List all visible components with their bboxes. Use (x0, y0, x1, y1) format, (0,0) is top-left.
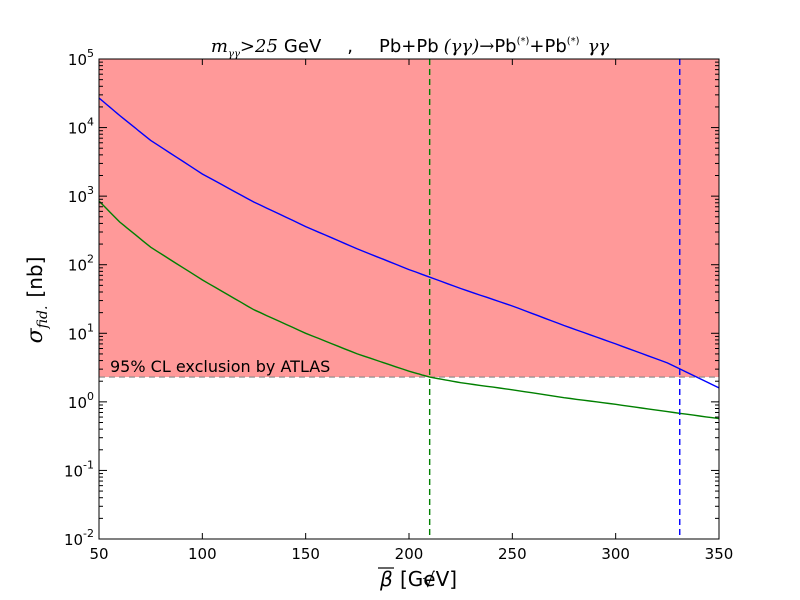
title-cut-sub: γγ (228, 49, 240, 60)
chart-title: mγγ>25 GeV, Pb+Pb (γγ)→Pb(*)+Pb(*) γγ (211, 36, 609, 60)
y-tick-label-base: 10 (68, 257, 87, 275)
title-cut-unit: GeV (284, 36, 322, 57)
y-tick-label-exp: 2 (87, 253, 94, 266)
title-proc-star-2: (*) (567, 36, 580, 47)
y-tick-label: 10-1 (64, 458, 94, 480)
x-axis-label-unit: [GeV] (400, 567, 457, 591)
title-proc-e: γγ (588, 36, 610, 57)
exclusion-label: 95% CL exclusion by ATLAS (110, 357, 330, 376)
ticks-layer: 50 100 150 200 250 300 35010-210-1100101102103… (64, 47, 733, 563)
title-proc-c: Pb (494, 36, 516, 57)
y-tick-label: 104 (68, 116, 94, 138)
y-tick-label-exp: -2 (83, 527, 94, 540)
y-tick-label-base: 10 (68, 188, 87, 206)
y-tick-label-exp: 0 (87, 390, 94, 403)
y-tick-label: 10-2 (64, 527, 94, 549)
y-tick-label-exp: 1 (87, 321, 94, 334)
x-tick-label: 300 (601, 545, 630, 563)
y-tick-label-exp: 4 (87, 116, 94, 129)
exclusion-layer (99, 59, 719, 378)
y-tick-label-exp: -1 (83, 458, 94, 471)
y-tick-label: 102 (68, 253, 94, 275)
y-tick-label-base: 10 (68, 394, 87, 412)
exclusion-region (99, 59, 719, 378)
y-tick-label-base: 10 (68, 325, 87, 343)
vline-layer (428, 59, 681, 539)
y-tick-label: 100 (68, 390, 94, 412)
y-tick-label: 105 (68, 47, 94, 69)
title-proc-d: +Pb (529, 36, 566, 57)
y-axis-label: σfid. [nb] (23, 257, 51, 344)
y-tick-label-exp: 3 (87, 184, 94, 197)
title-cut-rest: >25 (240, 36, 278, 57)
x-tick-label: 350 (705, 545, 734, 563)
x-tick-label: 150 (291, 545, 320, 563)
y-tick-label: 101 (68, 321, 94, 343)
title-proc-star-1: (*) (517, 36, 530, 47)
y-tick-label-base: 10 (64, 462, 83, 480)
x-axis-label-symbol: β (379, 567, 393, 591)
title-proc-a: Pb+Pb (379, 36, 439, 57)
x-tick-label: 250 (498, 545, 527, 563)
y-axis-label-text: σfid. [nb] (23, 257, 51, 344)
x-tick-label: 50 (89, 545, 108, 563)
title-sep: , (347, 36, 353, 57)
series-layer (98, 97, 720, 420)
y-tick-label-exp: 5 (87, 47, 94, 60)
x-axis-label: √ β [GeV] (378, 567, 457, 592)
y-tick-label-base: 10 (68, 51, 87, 69)
x-tick-label: 100 (188, 545, 217, 563)
title-cut-var: m (211, 36, 228, 57)
title-proc-b: (γγ)→ (444, 36, 495, 57)
y-tick-label-base: 10 (64, 531, 83, 549)
series-line-blue-curve (98, 97, 720, 389)
y-axis-label-symbol: σ (23, 327, 48, 343)
x-tick-label: 200 (395, 545, 424, 563)
y-axis-label-unit: [nb] (23, 257, 47, 298)
y-tick-label-base: 10 (68, 120, 87, 138)
x-axis-label-sqrt: √ (422, 568, 435, 592)
y-tick-label: 103 (68, 184, 94, 206)
y-axis-label-sub: fid. (35, 306, 51, 330)
series-line-green-curve (98, 200, 720, 420)
